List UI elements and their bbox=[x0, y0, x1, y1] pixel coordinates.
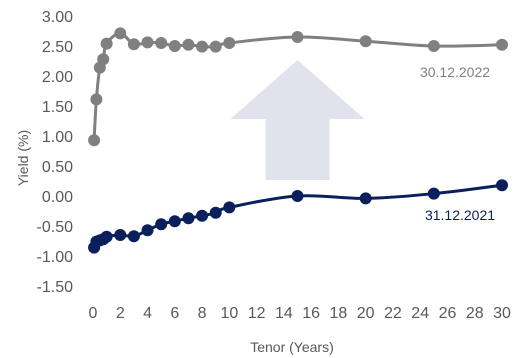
data-point bbox=[496, 179, 508, 192]
y-axis-ticks: 3.00 2.50 2.00 1.50 1.00 0.50 0.00 -0.50 -1.00 -1… bbox=[37, 9, 74, 296]
data-point bbox=[127, 230, 140, 243]
data-point bbox=[496, 38, 508, 51]
data-point bbox=[182, 38, 195, 51]
series-label: 31.12.2021 bbox=[425, 207, 495, 223]
x-tick-label: 16 bbox=[302, 305, 320, 322]
data-point bbox=[291, 190, 304, 202]
y-tick-label: 1.00 bbox=[42, 129, 73, 146]
x-tick-label: 24 bbox=[411, 305, 429, 322]
data-point bbox=[209, 40, 222, 53]
data-point bbox=[168, 40, 181, 52]
x-tick-label: 26 bbox=[439, 305, 457, 322]
y-tick-label: 2.00 bbox=[42, 69, 73, 86]
series-label: 30.12.2022 bbox=[420, 64, 490, 80]
data-point bbox=[141, 224, 154, 237]
x-tick-label: 14 bbox=[275, 305, 293, 322]
y-tick-label: -1.50 bbox=[37, 279, 74, 296]
x-axis-ticks: 0 2 4 6 8 10 12 14 16 18 20 22 24 26 28 30 bbox=[89, 305, 511, 322]
data-point bbox=[114, 229, 127, 241]
data-point bbox=[114, 27, 127, 40]
data-point bbox=[155, 218, 168, 231]
y-tick-label: 0.00 bbox=[42, 189, 73, 206]
data-point bbox=[127, 38, 140, 51]
y-tick-label: 2.50 bbox=[42, 39, 73, 56]
data-point bbox=[141, 36, 154, 49]
data-point bbox=[196, 209, 209, 222]
data-point bbox=[223, 37, 236, 49]
y-tick-label: 1.50 bbox=[42, 99, 73, 116]
x-tick-label: 22 bbox=[384, 305, 402, 322]
y-tick-label: 3.00 bbox=[42, 9, 73, 26]
x-axis-title: Tenor (Years) bbox=[250, 339, 334, 355]
y-tick-label: 0.50 bbox=[42, 159, 73, 176]
y-tick-label: -0.50 bbox=[37, 219, 74, 236]
data-point bbox=[359, 192, 372, 205]
series-grey bbox=[88, 27, 508, 147]
data-point bbox=[88, 134, 101, 147]
y-axis-title: Yield (%) bbox=[15, 130, 31, 186]
data-point bbox=[97, 53, 110, 66]
data-point bbox=[427, 40, 440, 52]
data-point bbox=[182, 212, 195, 225]
up-arrow-annotation bbox=[230, 60, 365, 180]
y-tick-label: -1.00 bbox=[37, 249, 74, 266]
annotation-layer bbox=[230, 60, 365, 180]
x-tick-label: 0 bbox=[89, 305, 98, 322]
data-point bbox=[223, 201, 236, 214]
data-point bbox=[291, 31, 304, 43]
x-tick-label: 20 bbox=[357, 305, 375, 322]
series-navy bbox=[88, 179, 508, 254]
x-tick-label: 18 bbox=[330, 305, 348, 322]
x-tick-label: 10 bbox=[220, 305, 238, 322]
x-tick-label: 12 bbox=[248, 305, 266, 322]
x-tick-label: 4 bbox=[143, 305, 152, 322]
data-point bbox=[359, 35, 372, 48]
x-tick-label: 6 bbox=[170, 305, 179, 322]
x-tick-label: 2 bbox=[116, 305, 125, 322]
data-point bbox=[90, 93, 103, 106]
data-point bbox=[168, 215, 181, 228]
data-point bbox=[155, 37, 168, 49]
x-tick-label: 30 bbox=[493, 305, 511, 322]
data-point bbox=[209, 206, 222, 219]
series-layer bbox=[88, 27, 508, 254]
data-point bbox=[100, 230, 113, 243]
x-tick-label: 8 bbox=[198, 305, 207, 322]
data-point bbox=[196, 40, 209, 53]
data-point bbox=[427, 187, 440, 200]
series-label-layer: 30.12.2022 31.12.2021 bbox=[420, 64, 495, 223]
x-tick-label: 28 bbox=[466, 305, 484, 322]
data-point bbox=[100, 37, 113, 50]
